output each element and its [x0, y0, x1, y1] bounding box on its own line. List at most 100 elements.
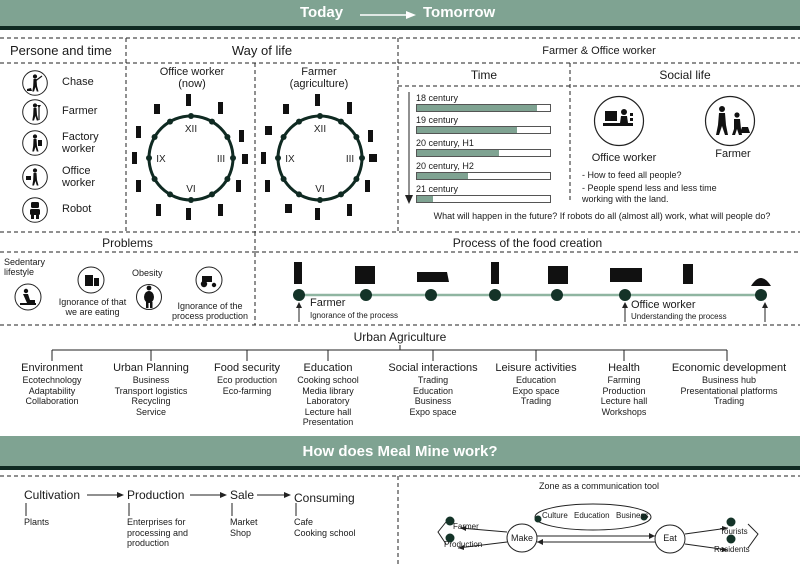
flow-step-item: Market	[230, 517, 258, 527]
process-timeline	[293, 262, 771, 322]
farmer-clock: XII III VI IX	[261, 94, 377, 220]
problems-title: Problems	[102, 236, 153, 250]
urban-category: Environment Ecotechnology Adaptability C…	[2, 362, 102, 407]
time-bar-track	[416, 172, 551, 180]
process-title: Process of the food creation	[452, 236, 603, 250]
flow-step-items: Enterprises for processing and productio…	[127, 517, 188, 549]
clock-numeral-vi: VI	[186, 184, 195, 195]
flow-step-item: Plants	[24, 517, 50, 527]
urban-tree-lines	[51, 345, 728, 361]
persona-label: Farmer	[62, 105, 98, 117]
zone-label-eat: Eat	[663, 533, 677, 543]
time-bar-track	[416, 126, 551, 134]
zone-label-farmer: Farmer	[453, 522, 479, 531]
header-today: Today	[300, 4, 344, 21]
urban-category-item: Expo space	[409, 406, 457, 417]
urban-category: Food security Eco production Eco-farming	[203, 362, 291, 396]
clock-numeral-xii: XII	[314, 124, 326, 135]
urban-category: Health Farming Production Lecture hall W…	[588, 362, 660, 417]
urban-category-item: Trading	[520, 396, 552, 406]
flow-step-items: Cafe Cooking school	[294, 517, 356, 538]
time-bar-label: 20 century, H2	[416, 161, 474, 171]
flow-step-item: Enterprises for	[127, 517, 186, 527]
time-bar-label: 20 century, H1	[416, 138, 474, 148]
persona-row-factory: Factory worker	[22, 129, 122, 157]
process-office-sub: Understanding the process	[631, 312, 727, 321]
time-bar-track	[416, 149, 551, 157]
urban-category-item: Business	[132, 375, 170, 385]
how-band	[0, 436, 800, 470]
flow-step-items: Plants	[24, 517, 49, 528]
urban-category-item: Presentation	[302, 417, 354, 427]
time-bar-track	[416, 195, 551, 203]
urban-category-item: Media library	[302, 385, 354, 396]
zone-label-residents: Residents	[714, 545, 750, 554]
urban-category-item: Business hub	[701, 375, 757, 385]
process-step-icons	[294, 262, 771, 286]
zone-label-culture: Culture	[542, 511, 568, 520]
clock-numeral-ix: IX	[156, 154, 166, 165]
urban-category-item: Trading	[417, 375, 449, 385]
time-bar-row: 20 century, H2	[416, 161, 551, 181]
flow-arrows	[25, 492, 297, 516]
problem-label: Ignorance of the process production	[171, 301, 249, 321]
social-office-label: Office worker	[591, 152, 657, 164]
problem-label: Sedentary lifestyle	[4, 257, 46, 277]
zone-label-tourists: Tourists	[720, 527, 748, 536]
urban-category-item: Education	[515, 375, 557, 385]
urban-category-item: Expo space	[512, 385, 560, 396]
persona-row-office: Office worker	[22, 163, 122, 191]
urban-category-name: Education	[303, 362, 353, 374]
urban-category-name: Food security	[213, 362, 281, 374]
time-bar-row: 18 century	[416, 93, 551, 113]
persona-label: Factory worker	[62, 131, 99, 155]
urban-category-item: Service	[135, 406, 166, 417]
urban-category: Education Cooking school Media library L…	[284, 362, 372, 428]
social-bullet: - People spend less and less time workin…	[582, 183, 717, 204]
food-ignorance-icon	[77, 266, 105, 294]
future-question: What will happen in the future? If robot…	[433, 211, 771, 221]
zone-label-production: Production	[444, 540, 483, 549]
way-of-life-title: Way of life	[231, 43, 293, 58]
flow-step-item: Cooking school	[294, 527, 356, 538]
flow-step-item: Cafe	[294, 517, 314, 527]
clock-numeral-vi: VI	[315, 184, 324, 195]
farmer-harvest-icon	[704, 95, 756, 147]
time-bar-fill	[417, 105, 537, 111]
tractor-icon	[195, 266, 223, 294]
urban-category-item: Adaptability	[28, 385, 76, 396]
robot-icon	[22, 197, 48, 223]
farmer-clock-label: Farmer (agriculture)	[289, 66, 349, 90]
urban-category-item: Eco-farming	[222, 385, 272, 396]
flow-step-name: Cultivation	[24, 488, 81, 502]
urban-category-item: Production	[602, 385, 646, 396]
urban-category-item: Transport logistics	[114, 385, 188, 396]
urban-category: Social interactions Trading Education Bu…	[378, 362, 488, 417]
urban-category-item: Trading	[713, 396, 745, 406]
process-farmer-label: Farmer	[310, 297, 346, 309]
time-bar-label: 18 century	[416, 93, 459, 103]
time-bar-track	[416, 104, 551, 112]
urban-category-item: Laboratory	[306, 396, 350, 406]
time-bar-row: 19 century	[416, 115, 551, 135]
farmer-office-title: Farmer & Office worker	[542, 45, 656, 57]
time-title: Time	[470, 68, 498, 82]
time-bar-label: 21 century	[416, 184, 459, 194]
urban-category-item: Business	[414, 396, 452, 406]
urban-category-item: Farming	[607, 375, 641, 385]
obesity-icon	[136, 284, 162, 310]
activity-person-icons	[132, 94, 248, 220]
office-clock: XII III VI IX	[132, 94, 248, 220]
urban-category-item: Cooking school	[297, 375, 359, 385]
urban-category-item: Eco production	[216, 375, 278, 385]
office-desk-icon	[593, 95, 645, 147]
time-bar-fill	[417, 196, 433, 202]
how-title: How does Meal Mine work?	[302, 443, 498, 460]
urban-category-item: Ecotechnology	[22, 375, 82, 385]
persona-label: Robot	[62, 203, 92, 215]
time-bar-row: 21 century	[416, 184, 551, 204]
social-farmer-label: Farmer	[715, 148, 751, 160]
persona-row-farmer: Farmer	[22, 99, 122, 125]
